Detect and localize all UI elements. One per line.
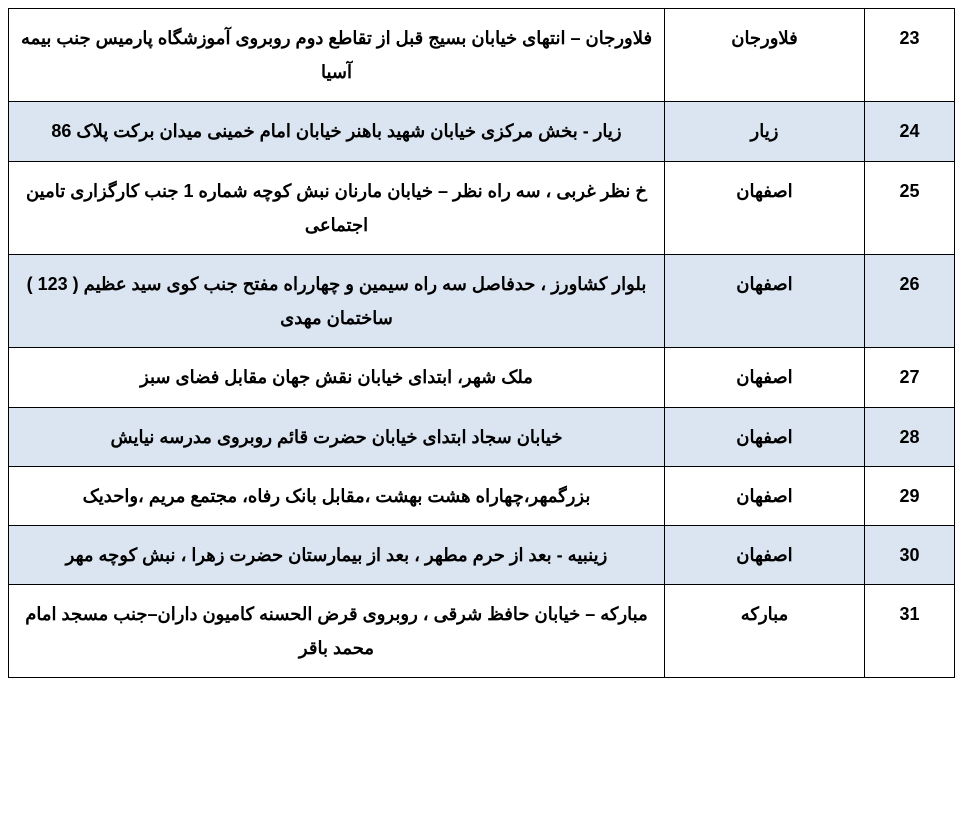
- address-table: 23فلاورجانفلاورجان – انتهای خیابان بسیج …: [8, 8, 955, 678]
- address-cell: فلاورجان – انتهای خیابان بسیج قبل از تقا…: [9, 9, 665, 102]
- row-number-cell: 31: [865, 585, 955, 678]
- address-cell: زینبیه - بعد از حرم مطهر ، بعد از بیمارس…: [9, 525, 665, 584]
- table-row: 23فلاورجانفلاورجان – انتهای خیابان بسیج …: [9, 9, 955, 102]
- address-cell: مبارکه – خیابان حافظ شرقی ، روبروی قرض ا…: [9, 585, 665, 678]
- address-cell: خ نظر غربی ، سه راه نظر – خیابان مارنان …: [9, 161, 665, 254]
- table-row: 24زیارزیار - بخش مرکزی خیابان شهید باهنر…: [9, 102, 955, 161]
- row-number-cell: 30: [865, 525, 955, 584]
- row-number-cell: 27: [865, 348, 955, 407]
- city-cell: اصفهان: [665, 161, 865, 254]
- table-row: 28اصفهانخیابان سجاد ابتدای خیابان حضرت ق…: [9, 407, 955, 466]
- city-cell: زیار: [665, 102, 865, 161]
- city-cell: اصفهان: [665, 407, 865, 466]
- address-table-body: 23فلاورجانفلاورجان – انتهای خیابان بسیج …: [9, 9, 955, 678]
- table-row: 29اصفهانبزرگمهر،چهاراه هشت بهشت ،مقابل ب…: [9, 466, 955, 525]
- city-cell: اصفهان: [665, 254, 865, 347]
- table-row: 27اصفهانملک شهر، ابتدای خیابان نقش جهان …: [9, 348, 955, 407]
- table-row: 25اصفهانخ نظر غربی ، سه راه نظر – خیابان…: [9, 161, 955, 254]
- row-number-cell: 28: [865, 407, 955, 466]
- address-cell: خیابان سجاد ابتدای خیابان حضرت قائم روبر…: [9, 407, 665, 466]
- row-number-cell: 24: [865, 102, 955, 161]
- row-number-cell: 25: [865, 161, 955, 254]
- address-cell: زیار - بخش مرکزی خیابان شهید باهنر خیابا…: [9, 102, 665, 161]
- table-row: 30اصفهانزینبیه - بعد از حرم مطهر ، بعد ا…: [9, 525, 955, 584]
- address-cell: بلوار کشاورز ، حدفاصل سه راه سیمین و چها…: [9, 254, 665, 347]
- city-cell: فلاورجان: [665, 9, 865, 102]
- city-cell: مبارکه: [665, 585, 865, 678]
- table-row: 26اصفهانبلوار کشاورز ، حدفاصل سه راه سیم…: [9, 254, 955, 347]
- city-cell: اصفهان: [665, 525, 865, 584]
- city-cell: اصفهان: [665, 348, 865, 407]
- row-number-cell: 23: [865, 9, 955, 102]
- address-cell: ملک شهر، ابتدای خیابان نقش جهان مقابل فض…: [9, 348, 665, 407]
- city-cell: اصفهان: [665, 466, 865, 525]
- table-row: 31مبارکهمبارکه – خیابان حافظ شرقی ، روبر…: [9, 585, 955, 678]
- row-number-cell: 26: [865, 254, 955, 347]
- row-number-cell: 29: [865, 466, 955, 525]
- address-cell: بزرگمهر،چهاراه هشت بهشت ،مقابل بانک رفاه…: [9, 466, 665, 525]
